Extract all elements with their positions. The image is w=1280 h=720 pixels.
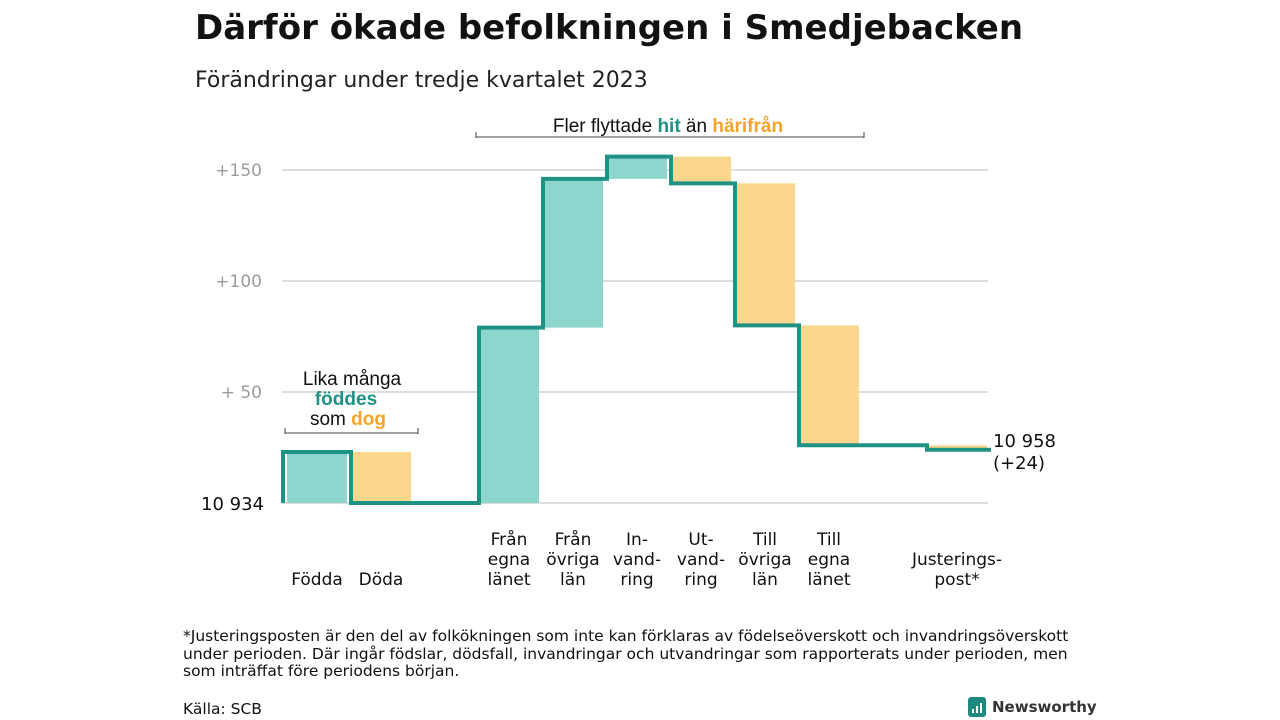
category-label: länet: [807, 570, 850, 590]
category-label: övriga: [546, 550, 599, 570]
harifran-word: härifrån: [712, 116, 783, 137]
category-labels: Födda DödaFrånegnalänetFrånövrigalänIn-va…: [291, 529, 1002, 590]
bar-0: [287, 451, 347, 503]
y-tick-label: +150: [215, 161, 262, 181]
category-label: post*: [934, 570, 979, 590]
category-label: ring: [684, 570, 717, 590]
end-value-label: 10 958: [993, 431, 1056, 452]
bars: [287, 156, 987, 503]
step-line: [281, 154, 991, 505]
y-tick-label: +100: [215, 272, 262, 292]
step-line-path: [281, 154, 991, 505]
category-label: Till: [816, 530, 841, 550]
category-label: Födda: [291, 570, 343, 590]
category-label: Till: [752, 530, 777, 550]
bar-3: [479, 327, 539, 503]
y-tick-label: + 50: [221, 383, 262, 403]
newsworthy-logo-icon: [968, 697, 986, 717]
category-label: Ut-: [688, 530, 713, 550]
source-label: Källa: SCB: [183, 700, 262, 718]
births-annotation-line3: som dog: [310, 409, 386, 430]
category-label: egna: [488, 550, 530, 570]
bar-4: [543, 178, 603, 328]
bar-1: [351, 451, 411, 503]
bar-10: [927, 445, 987, 450]
category-label: vand-: [677, 550, 725, 570]
category-label: Justerings-: [911, 550, 1002, 570]
bar-6: [671, 156, 731, 184]
category-label: ring: [620, 570, 653, 590]
category-label: egna: [808, 550, 850, 570]
dog-word: dog: [351, 409, 386, 430]
category-label: vand-: [613, 550, 661, 570]
category-label: Från: [491, 529, 528, 550]
migration-annotation-text: Fler flyttade hit än härifrån: [553, 116, 783, 137]
footnote: *Justeringsposten är den del av folkökni…: [183, 627, 1069, 680]
category-label: Från: [555, 529, 592, 550]
chart-subtitle: Förändringar under tredje kvartalet 2023: [195, 68, 648, 93]
hit-word: hit: [657, 116, 681, 137]
brand-name: Newsworthy: [992, 698, 1097, 716]
migration-annotation: Fler flyttade hit än härifrån: [475, 116, 865, 138]
births-annotation-line2: föddes: [315, 389, 377, 410]
births-annotation-line1: Lika många: [303, 369, 402, 390]
category-label: Döda: [359, 570, 404, 590]
bar-5: [607, 156, 667, 179]
brand: Newsworthy: [968, 697, 1097, 717]
category-label: län: [752, 570, 778, 590]
category-label: län: [560, 570, 586, 590]
end-change-label: (+24): [993, 453, 1045, 474]
start-value-label: 10 934: [201, 494, 264, 515]
category-label: övriga: [738, 550, 791, 570]
chart-title: Därför ökade befolkningen i Smedjebacken: [195, 8, 1024, 48]
y-tick-labels: +150 +100 + 50: [215, 161, 262, 403]
births-annotation: Lika många föddes som dog: [284, 369, 419, 434]
bar-8: [799, 325, 859, 446]
category-label: länet: [487, 570, 530, 590]
category-label: In-: [626, 530, 648, 550]
bar-7: [735, 183, 795, 326]
